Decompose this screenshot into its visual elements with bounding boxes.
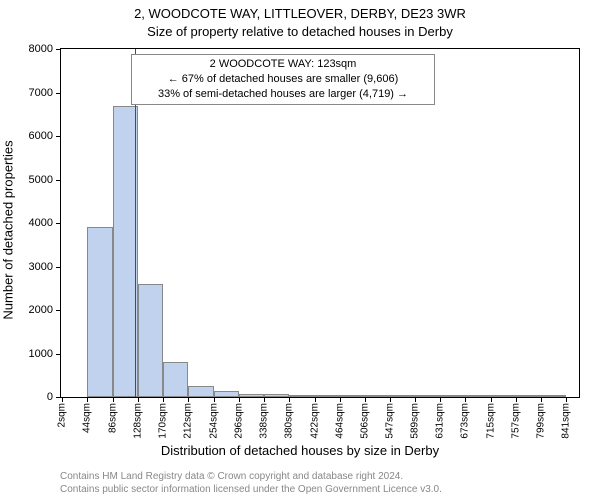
y-tick-label: 8000 (29, 43, 53, 55)
x-tick-label: 86sqm (107, 403, 118, 433)
x-tick (113, 397, 114, 402)
x-tick (390, 397, 391, 402)
y-tick (56, 49, 61, 50)
annotation-line-1: 2 WOODCOTE WAY: 123sqm (138, 57, 428, 72)
histogram-bar (415, 395, 440, 397)
histogram-bar (541, 395, 566, 397)
annotation-line-2: ← 67% of detached houses are smaller (9,… (138, 72, 428, 87)
histogram-bar (440, 395, 465, 397)
y-axis-label: Number of detached properties (1, 140, 16, 319)
footer-line-2: Contains public sector information licen… (60, 484, 442, 495)
x-tick-label: 464sqm (334, 403, 345, 439)
x-tick (415, 397, 416, 402)
x-tick (315, 397, 316, 402)
y-tick-label: 7000 (29, 87, 53, 99)
annotation-line-3: 33% of semi-detached houses are larger (… (138, 87, 428, 102)
chart-title-sub: Size of property relative to detached ho… (0, 24, 600, 39)
x-tick-label: 757sqm (510, 403, 521, 439)
histogram-bar (239, 394, 264, 397)
x-tick-label: 170sqm (158, 403, 169, 439)
x-tick-label: 296sqm (233, 403, 244, 439)
histogram-bar (491, 395, 516, 397)
y-tick (56, 180, 61, 181)
histogram-bar (289, 395, 314, 397)
plot-area: 0100020003000400050006000700080002sqm44s… (60, 48, 580, 398)
y-tick-label: 3000 (29, 261, 53, 273)
chart-title-main: 2, WOODCOTE WAY, LITTLEOVER, DERBY, DE23… (0, 6, 600, 21)
x-tick-label: 631sqm (435, 403, 446, 439)
x-tick (541, 397, 542, 402)
x-tick-label: 673sqm (460, 403, 471, 439)
x-tick (516, 397, 517, 402)
footer-line-1: Contains HM Land Registry data © Crown c… (60, 471, 403, 482)
histogram-bar (465, 395, 490, 397)
y-tick-label: 1000 (29, 348, 53, 360)
y-tick (56, 267, 61, 268)
histogram-bar (516, 395, 541, 397)
x-tick (566, 397, 567, 402)
x-tick (138, 397, 139, 402)
x-tick-label: 2sqm (57, 403, 68, 427)
histogram-bar (138, 284, 163, 397)
x-tick (214, 397, 215, 402)
x-tick-label: 547sqm (384, 403, 395, 439)
x-tick-label: 841sqm (561, 403, 572, 439)
annotation-box: 2 WOODCOTE WAY: 123sqm← 67% of detached … (131, 54, 435, 105)
x-tick (340, 397, 341, 402)
x-tick (289, 397, 290, 402)
x-tick-label: 380sqm (284, 403, 295, 439)
x-tick (365, 397, 366, 402)
histogram-bar (87, 227, 112, 397)
y-tick (56, 93, 61, 94)
histogram-bar (188, 386, 213, 397)
chart-container: 2, WOODCOTE WAY, LITTLEOVER, DERBY, DE23… (0, 0, 600, 500)
histogram-bar (163, 362, 188, 397)
histogram-bar (340, 395, 365, 397)
histogram-bar (315, 395, 340, 397)
y-tick-label: 5000 (29, 174, 53, 186)
x-tick-label: 128sqm (132, 403, 143, 439)
histogram-bar (390, 395, 415, 397)
x-tick-label: 212sqm (183, 403, 194, 439)
histogram-bar (264, 394, 289, 397)
y-tick (56, 310, 61, 311)
y-tick-label: 2000 (29, 304, 53, 316)
x-tick (465, 397, 466, 402)
x-tick-label: 799sqm (536, 403, 547, 439)
x-tick (62, 397, 63, 402)
x-tick-label: 589sqm (409, 403, 420, 439)
x-tick (491, 397, 492, 402)
x-tick-label: 506sqm (360, 403, 371, 439)
x-tick (163, 397, 164, 402)
x-tick-label: 254sqm (208, 403, 219, 439)
y-tick (56, 354, 61, 355)
x-tick-label: 422sqm (309, 403, 320, 439)
histogram-bar (365, 395, 390, 397)
y-tick-label: 0 (47, 391, 53, 403)
y-tick-label: 6000 (29, 130, 53, 142)
y-tick (56, 223, 61, 224)
x-tick (239, 397, 240, 402)
y-tick-label: 4000 (29, 217, 53, 229)
histogram-bar (214, 391, 239, 397)
x-tick-label: 715sqm (485, 403, 496, 439)
y-tick (56, 397, 61, 398)
x-tick (264, 397, 265, 402)
x-tick-label: 44sqm (82, 403, 93, 433)
y-tick (56, 136, 61, 137)
x-tick (188, 397, 189, 402)
x-tick (87, 397, 88, 402)
x-tick-label: 338sqm (259, 403, 270, 439)
x-axis-label: Distribution of detached houses by size … (0, 443, 600, 458)
x-tick (440, 397, 441, 402)
